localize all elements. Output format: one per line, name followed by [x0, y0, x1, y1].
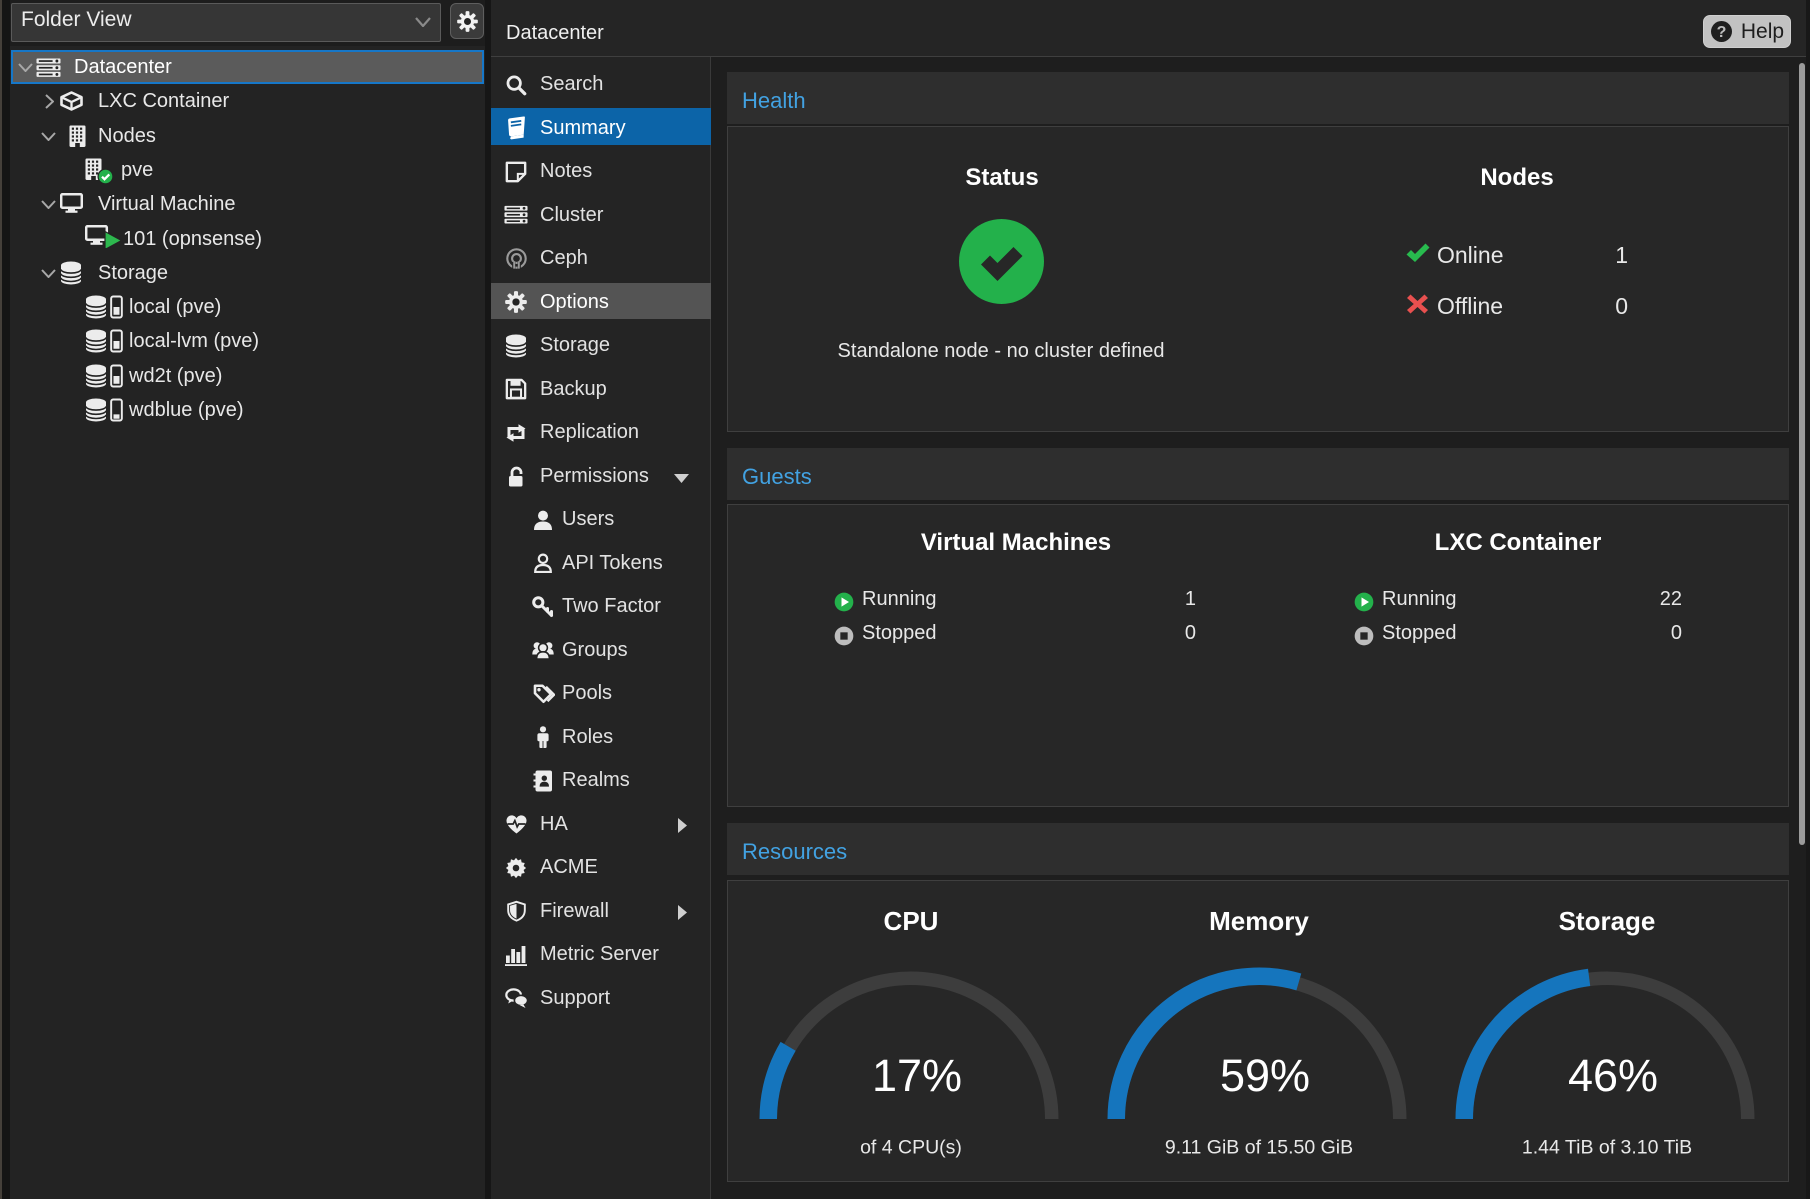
svg-text:?: ?: [1717, 24, 1727, 41]
